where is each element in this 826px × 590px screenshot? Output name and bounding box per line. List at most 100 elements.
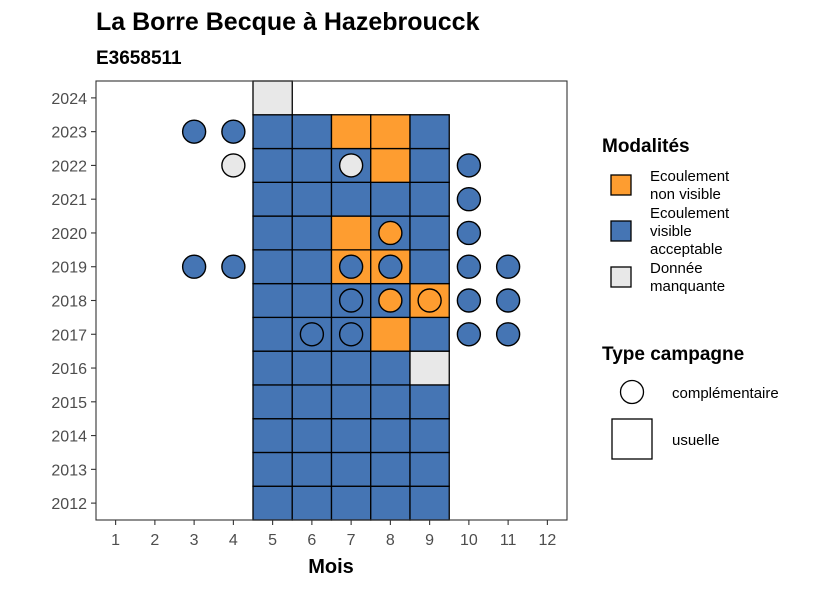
point-2017-11 — [495, 322, 521, 347]
tile-2016-9 — [409, 350, 450, 386]
point-2018-11 — [495, 288, 521, 313]
legend-title-modalites: Modalités — [602, 136, 690, 157]
tile-2014-5 — [252, 418, 293, 454]
legend-key-ecoulement_visible_acceptable — [610, 220, 632, 242]
tile-2023-6 — [291, 114, 333, 150]
point-2020-8 — [378, 220, 403, 246]
legend-label-ecoulement_non_visible: Ecoulement — [650, 168, 730, 185]
tile-2016-5 — [252, 350, 293, 386]
y-tick-label: 2012 — [51, 496, 87, 513]
legend-title-type-campagne: Type campagne — [602, 344, 744, 365]
tile-2018-5 — [252, 282, 293, 319]
tile-2013-9 — [409, 451, 450, 487]
x-tick-label: 5 — [268, 532, 277, 549]
point-2019-8 — [378, 254, 403, 279]
tile-2023-7 — [330, 114, 372, 150]
tile-2015-5 — [252, 384, 293, 420]
y-tick-label: 2014 — [51, 429, 87, 446]
tile-2012-5 — [252, 485, 293, 521]
tile-2021-8 — [370, 181, 411, 217]
tile-2021-7 — [330, 181, 372, 217]
x-tick-label: 4 — [229, 532, 238, 549]
plot-area: 1 2 3 4 5 6 7 8 9 10 11 122012201320142015201620172… — [51, 80, 568, 549]
point-2020-10 — [456, 220, 482, 246]
x-tick-label: 2 — [150, 532, 159, 549]
legend-key-donnee_manquante — [610, 266, 632, 288]
tile-2016-7 — [330, 350, 372, 386]
legend-key-complementaire — [619, 379, 645, 405]
point-2019-7 — [338, 254, 364, 279]
tile-2015-6 — [291, 384, 333, 420]
chart-subtitle: E3658511 — [96, 48, 182, 69]
tile-2017-5 — [252, 316, 293, 352]
tile-2024-5 — [252, 80, 293, 116]
tile-2022-9 — [409, 147, 450, 183]
point-2023-3 — [181, 119, 207, 144]
x-tick-label: 11 — [500, 532, 517, 549]
tile-2012-8 — [370, 485, 411, 521]
tile-2017-8 — [370, 316, 411, 352]
legend-label-usuelle: usuelle — [672, 432, 720, 449]
tile-2020-6 — [291, 215, 333, 251]
x-axis-title: Mois — [308, 556, 354, 578]
tile-2020-7 — [330, 215, 372, 251]
y-tick-label: 2021 — [51, 192, 87, 209]
point-2017-10 — [456, 322, 482, 347]
tile-2014-6 — [291, 418, 333, 454]
tile-2022-5 — [252, 147, 293, 183]
x-tick-label: 8 — [386, 532, 395, 549]
point-2018-9 — [417, 288, 442, 313]
tile-2019-5 — [252, 249, 293, 285]
y-tick-label: 2015 — [51, 395, 87, 412]
point-2017-6 — [299, 322, 325, 347]
tile-2016-8 — [370, 350, 411, 386]
y-tick-label: 2013 — [51, 462, 87, 479]
tile-2014-7 — [330, 418, 372, 454]
chart-title: La Borre Becque à Hazebroucck — [96, 8, 480, 36]
x-tick-label: 9 — [425, 532, 434, 549]
legend-label-ecoulement_visible_acceptable: acceptable — [650, 241, 723, 258]
point-2022-10 — [456, 153, 482, 178]
tile-2014-8 — [370, 418, 411, 454]
point-2023-4 — [221, 119, 246, 144]
y-tick-label: 2022 — [51, 158, 87, 175]
tile-2020-5 — [252, 215, 293, 251]
y-tick-label: 2019 — [51, 260, 87, 277]
legend-label-ecoulement_non_visible: non visible — [650, 186, 721, 203]
point-2022-7 — [338, 153, 364, 178]
x-tick-label: 6 — [307, 532, 316, 549]
tile-2023-8 — [370, 114, 411, 150]
y-tick-label: 2018 — [51, 294, 87, 311]
tile-2022-8 — [370, 147, 411, 183]
tile-2012-7 — [330, 485, 372, 521]
point-2019-11 — [495, 254, 521, 279]
legend-label-ecoulement_visible_acceptable: Ecoulement — [650, 205, 730, 222]
point-2017-7 — [338, 322, 364, 347]
point-2019-10 — [456, 254, 482, 279]
legend-key-usuelle — [611, 418, 653, 460]
legend-key-ecoulement_non_visible — [610, 174, 632, 196]
point-2022-4 — [221, 153, 246, 178]
legend-label-ecoulement_visible_acceptable: visible — [650, 223, 692, 240]
tile-2013-6 — [291, 451, 333, 487]
tile-2022-6 — [291, 147, 333, 183]
tile-2019-9 — [409, 249, 450, 285]
y-tick-label: 2017 — [51, 327, 87, 344]
tile-2015-7 — [330, 384, 372, 420]
tile-2021-5 — [252, 181, 293, 217]
legend-label-donnee_manquante: manquante — [650, 278, 725, 295]
legend-label-donnee_manquante: Donnée — [650, 260, 703, 277]
x-tick-label: 10 — [460, 532, 478, 549]
tile-2020-9 — [409, 215, 450, 251]
tile-2021-6 — [291, 181, 333, 217]
point-2019-3 — [181, 254, 207, 279]
tile-2013-8 — [370, 451, 411, 487]
tile-2019-6 — [291, 249, 333, 285]
point-2019-4 — [221, 254, 246, 279]
y-tick-label: 2016 — [51, 361, 87, 378]
tile-2017-9 — [409, 316, 450, 352]
y-tick-label: 2023 — [51, 125, 87, 142]
point-2018-7 — [338, 288, 364, 313]
